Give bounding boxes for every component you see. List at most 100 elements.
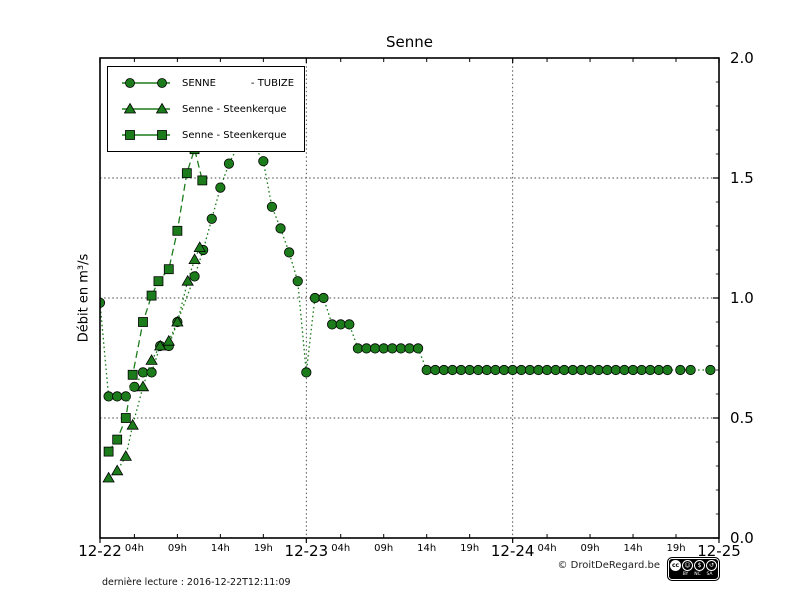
marker-circle bbox=[206, 213, 217, 224]
x-minor-tick-label: 09h bbox=[374, 543, 393, 554]
marker-triangle bbox=[119, 450, 132, 461]
marker-square bbox=[153, 276, 164, 287]
marker-circle bbox=[550, 364, 561, 376]
marker-triangle bbox=[102, 471, 115, 483]
marker-circle bbox=[327, 319, 338, 330]
x-minor-tick-label: 04h bbox=[331, 543, 350, 554]
y-tick-label: 2.0 bbox=[730, 49, 754, 67]
marker-circle bbox=[430, 364, 441, 376]
marker-circle bbox=[146, 367, 157, 378]
marker-circle bbox=[387, 343, 398, 354]
marker-circle bbox=[189, 271, 200, 282]
marker-circle bbox=[524, 364, 535, 376]
marker-square bbox=[172, 225, 183, 236]
axis-labels: 12-22 12-23 12-24 12-25 04h 09h 14h 19h 04h 09h 14… bbox=[78, 49, 754, 560]
marker-square bbox=[197, 175, 208, 186]
cc-license-badge[interactable]: cc ☺ $ ↺ BY NC SA bbox=[667, 557, 720, 581]
legend: SENNE - TUBIZE Senne - Steenkerque Senne -… bbox=[107, 66, 305, 152]
legend-label: Senne - Steenkerque bbox=[182, 129, 287, 141]
x-minor-tick-label: 19h bbox=[460, 543, 479, 554]
marker-circle bbox=[309, 292, 321, 304]
marker-square bbox=[127, 369, 138, 380]
marker-triangle bbox=[111, 464, 124, 476]
x-major-tick-label: 12-22 bbox=[78, 542, 122, 560]
series-1-triangle bbox=[102, 241, 206, 483]
marker-circle bbox=[129, 381, 140, 392]
marker-circle bbox=[610, 364, 621, 376]
x-minor-tick-label: 14h bbox=[623, 543, 642, 554]
x-minor-tick-label: 14h bbox=[211, 543, 230, 554]
marker-triangle bbox=[171, 315, 184, 327]
y-tick-label: 1.0 bbox=[730, 289, 754, 307]
cc-label: NC bbox=[694, 572, 701, 577]
marker-circle bbox=[705, 364, 716, 376]
x-minor-tick-label: 19h bbox=[666, 543, 685, 554]
marker-circle bbox=[473, 364, 484, 376]
share-alike-icon: ↺ bbox=[706, 560, 717, 571]
marker-circle bbox=[103, 391, 114, 402]
marker-circle bbox=[120, 391, 131, 402]
x-minor-tick-label: 09h bbox=[581, 543, 600, 554]
x-minor-tick-label: 04h bbox=[125, 543, 144, 554]
marker-circle bbox=[455, 364, 467, 376]
attribution-icon: ☺ bbox=[682, 560, 693, 571]
legend-item-circle: SENNE - TUBIZE bbox=[118, 76, 294, 90]
x-minor-tick-label: 14h bbox=[417, 543, 436, 554]
marker-circle bbox=[344, 319, 355, 330]
marker-circle bbox=[619, 364, 630, 376]
marker-circle bbox=[447, 364, 458, 376]
x-major-tick-label: 12-23 bbox=[285, 542, 329, 560]
x-minor-tick-label: 04h bbox=[538, 543, 557, 554]
series-2-square bbox=[103, 144, 208, 457]
marker-circle bbox=[404, 343, 415, 354]
marker-circle bbox=[395, 343, 407, 354]
marker-circle bbox=[533, 364, 544, 376]
marker-circle bbox=[292, 276, 303, 287]
marker-circle bbox=[301, 367, 312, 378]
marker-triangle bbox=[188, 253, 201, 265]
x-minor-tick-label: 19h bbox=[254, 543, 273, 554]
axis-ticks bbox=[99, 57, 720, 543]
legend-marker-triangle-icon bbox=[122, 102, 170, 114]
marker-circle bbox=[685, 364, 696, 376]
marker-circle bbox=[421, 364, 432, 376]
marker-square bbox=[181, 168, 192, 179]
marker-circle bbox=[541, 364, 553, 376]
y-axis-label: Débit en m³/s bbox=[76, 253, 92, 343]
x-minor-tick-label: 09h bbox=[168, 543, 187, 554]
marker-triangle bbox=[181, 274, 194, 286]
marker-circle bbox=[361, 343, 372, 354]
marker-circle bbox=[559, 364, 570, 376]
marker-circle bbox=[438, 364, 449, 376]
marker-circle bbox=[602, 364, 613, 376]
legend-marker-circle-icon bbox=[122, 78, 170, 88]
marker-circle bbox=[318, 292, 329, 304]
marker-circle bbox=[215, 182, 226, 193]
marker-circle bbox=[645, 364, 656, 376]
marker-circle bbox=[516, 364, 527, 376]
marker-circle bbox=[627, 364, 639, 376]
marker-square bbox=[103, 446, 114, 457]
marker-circle bbox=[352, 343, 364, 354]
marker-triangle bbox=[162, 334, 175, 346]
marker-triangle bbox=[126, 418, 139, 430]
marker-circle bbox=[490, 364, 501, 376]
cc-icons-row: cc ☺ $ ↺ bbox=[668, 560, 719, 571]
cc-label: SA bbox=[706, 572, 713, 577]
legend-label: SENNE - TUBIZE bbox=[182, 77, 295, 89]
legend-item-square: Senne - Steenkerque bbox=[118, 128, 294, 142]
marker-triangle bbox=[193, 241, 206, 253]
y-tick-label: 0.0 bbox=[730, 529, 754, 547]
legend-marker-square-icon bbox=[122, 130, 170, 140]
marker-square bbox=[120, 413, 131, 423]
y-tick-label: 1.5 bbox=[730, 169, 754, 187]
marker-circle bbox=[498, 364, 510, 376]
marker-circle bbox=[258, 156, 269, 167]
marker-square bbox=[112, 434, 123, 445]
marker-circle bbox=[481, 364, 492, 376]
cc-label: BY bbox=[682, 572, 689, 577]
legend-item-triangle: Senne - Steenkerque bbox=[118, 102, 294, 116]
marker-circle bbox=[112, 391, 123, 402]
